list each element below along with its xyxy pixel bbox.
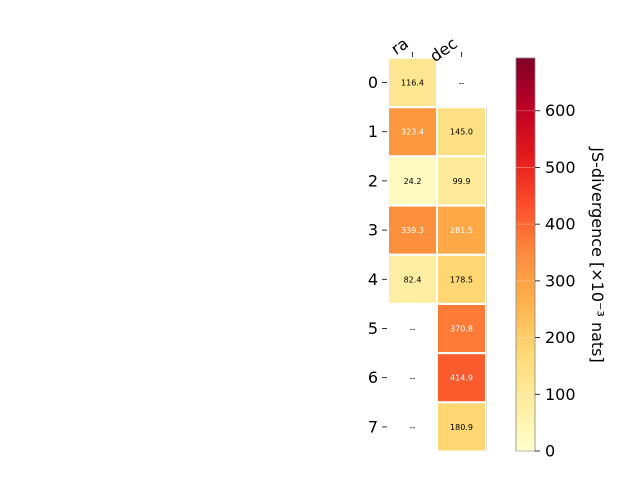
heatmap-cell: [389, 255, 436, 303]
cell-value-label: 281.5: [450, 226, 473, 235]
colorbar-tick-label: 300: [545, 271, 576, 290]
colorbar-label: JS-divergence [×10⁻³ nats]: [588, 146, 607, 362]
colorbar-tick-label: 600: [545, 101, 576, 120]
cell-value-label: --: [410, 423, 416, 432]
heatmap-cell: [389, 108, 436, 156]
column-label: ra: [387, 34, 411, 59]
cell-value-label: --: [459, 79, 465, 88]
row-label: 4: [368, 270, 378, 289]
cell-value-label: 339.3: [401, 226, 424, 235]
colorbar: 0 100 200 300 400 500 600 JS-divergence [×10⁻³…: [515, 57, 607, 461]
row-label: 1: [368, 122, 378, 141]
colorbar-tick-label: 200: [545, 328, 576, 347]
heatmap-cell: [438, 157, 485, 205]
heatmap-cell: [438, 108, 485, 156]
heatmap-cell: [389, 206, 436, 254]
heatmap-cell: [389, 59, 436, 106]
cell-value-label: 82.4: [404, 275, 422, 284]
heatmap-cell: [438, 255, 485, 303]
cell-value-label: 323.4: [401, 128, 424, 137]
heatmap-cell: [438, 305, 485, 352]
heatmap-cell: [438, 354, 485, 402]
row-label: 0: [368, 73, 378, 92]
cell-value-label: 116.4: [401, 79, 424, 88]
heatmap-cell: [438, 206, 485, 254]
colorbar-tick-label: 100: [545, 385, 576, 404]
cell-value-label: 370.8: [450, 325, 473, 334]
row-label: 7: [368, 417, 378, 436]
colorbar-tick-label: 400: [545, 215, 576, 234]
cell-value-label: 180.9: [450, 423, 473, 432]
cell-value-label: --: [410, 325, 416, 334]
heatmap-cell: [389, 157, 436, 205]
colorbar-tick-label: 500: [545, 158, 576, 177]
row-label: 6: [368, 368, 378, 387]
cell-value-label: 178.5: [450, 275, 473, 284]
heatmap-cells: 116.4 -- 323.4 145.0 24.2 99.9 339.3 281.5 82.4 1…: [389, 59, 487, 451]
cell-value-label: 414.9: [450, 374, 473, 383]
cell-value-label: --: [410, 374, 416, 383]
cell-value-label: 145.0: [450, 128, 473, 137]
row-label: 2: [368, 171, 378, 190]
row-label: 5: [368, 319, 378, 338]
row-labels: 0 1 2 3 4 5 6 7: [368, 73, 387, 436]
cell-value-label: 24.2: [404, 177, 422, 186]
row-label: 3: [368, 221, 378, 240]
cell-value-label: 99.9: [453, 177, 471, 186]
colorbar-ticks: 0 100 200 300 400 500 600: [516, 101, 576, 461]
colorbar-gradient: [515, 57, 536, 452]
heatmap-cell: [438, 403, 485, 451]
colorbar-tick-label: 0: [545, 442, 555, 461]
